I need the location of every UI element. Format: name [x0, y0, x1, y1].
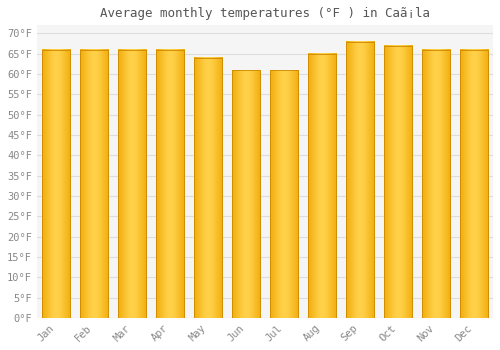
Bar — [460, 50, 488, 318]
Bar — [42, 50, 70, 318]
Bar — [118, 50, 146, 318]
Bar — [80, 50, 108, 318]
Bar — [232, 70, 260, 318]
Bar — [422, 50, 450, 318]
Bar — [156, 50, 184, 318]
Bar — [460, 50, 488, 318]
Bar — [346, 42, 374, 318]
Bar — [80, 50, 108, 318]
Bar — [384, 46, 412, 318]
Bar — [422, 50, 450, 318]
Bar — [308, 54, 336, 318]
Bar — [42, 50, 70, 318]
Title: Average monthly temperatures (°F ) in Caã¡la: Average monthly temperatures (°F ) in Ca… — [100, 7, 430, 20]
Bar — [232, 70, 260, 318]
Bar — [194, 58, 222, 318]
Bar — [384, 46, 412, 318]
Bar — [118, 50, 146, 318]
Bar — [308, 54, 336, 318]
Bar — [346, 42, 374, 318]
Bar — [156, 50, 184, 318]
Bar — [270, 70, 298, 318]
Bar — [270, 70, 298, 318]
Bar — [194, 58, 222, 318]
